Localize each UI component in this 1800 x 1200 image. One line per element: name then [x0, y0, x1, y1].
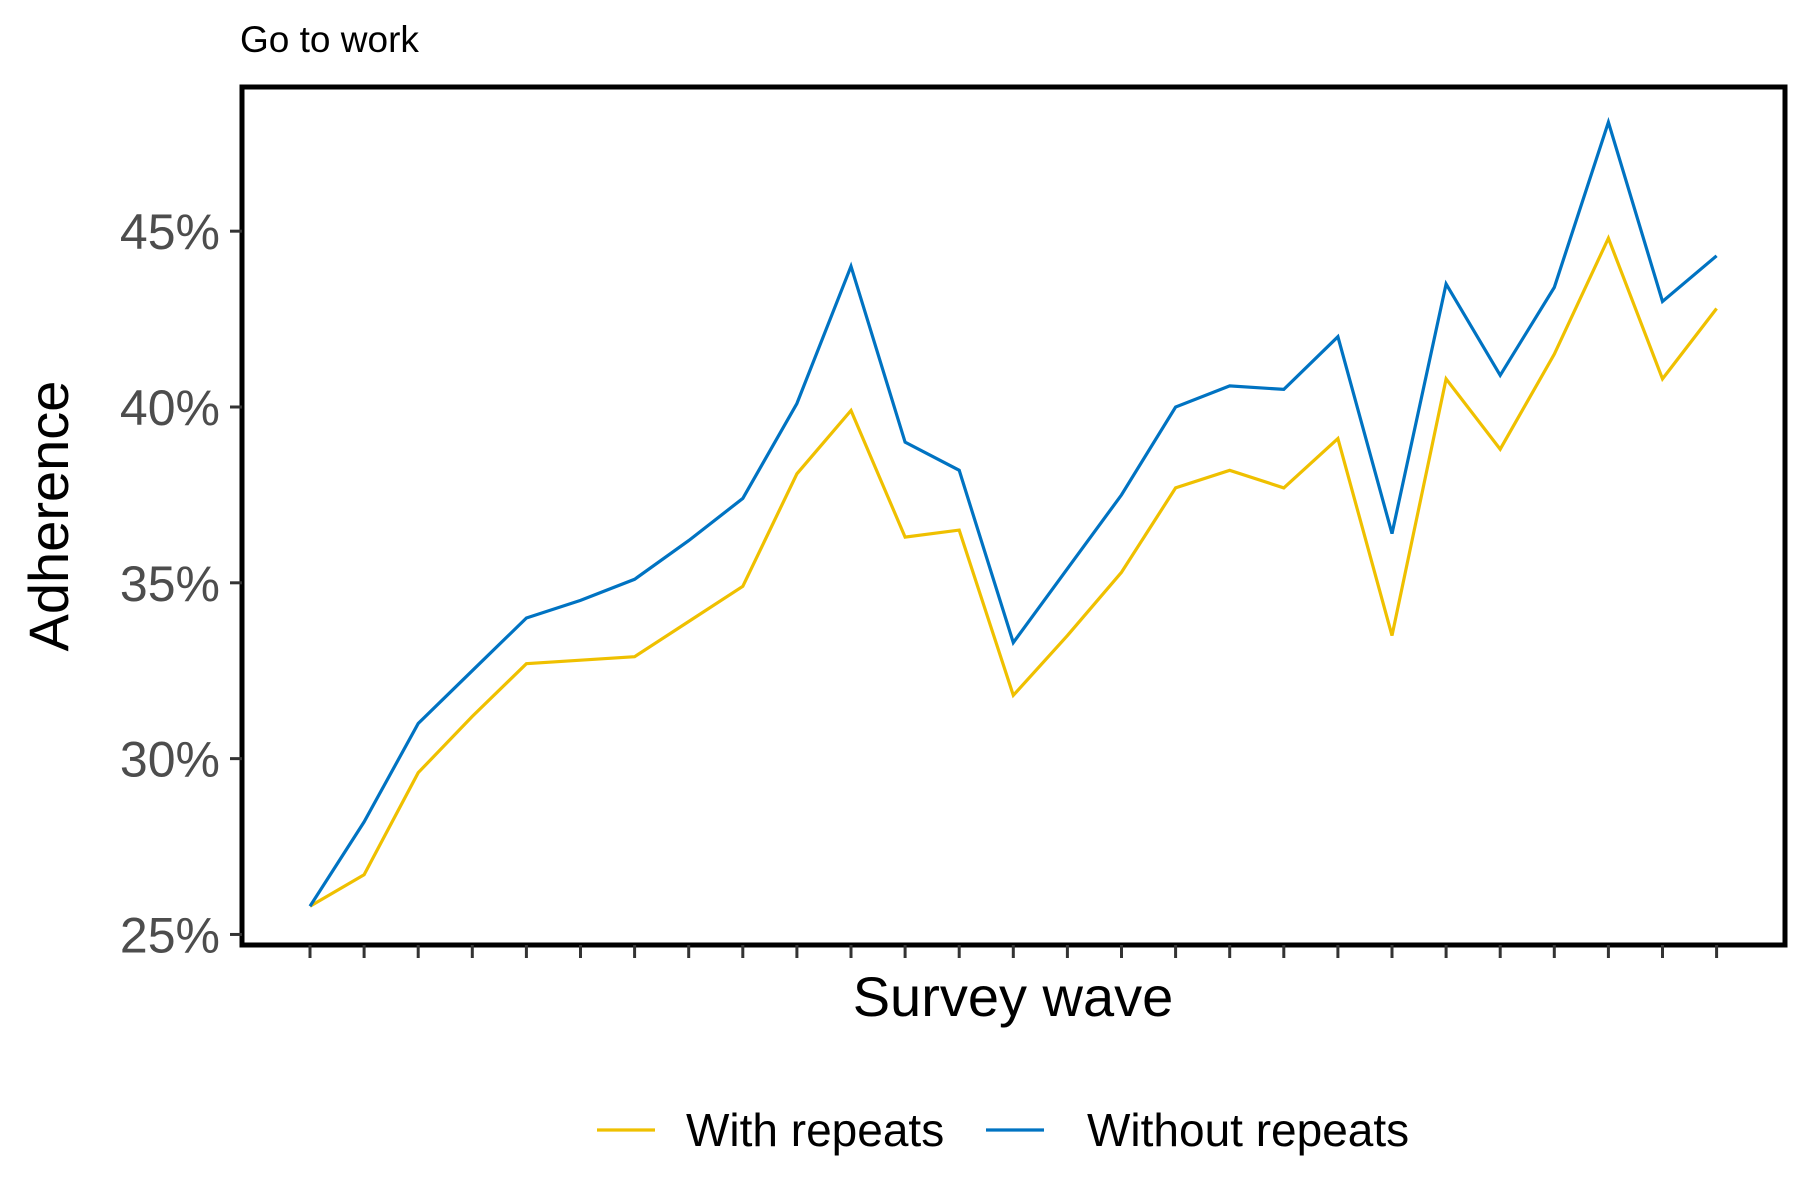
y-axis-title: Adherence: [17, 381, 80, 652]
y-tick-label: 35%: [120, 556, 220, 612]
x-axis: [308, 945, 1719, 958]
legend-label: Without repeats: [1087, 1104, 1409, 1156]
legend-item: With repeats: [597, 1104, 944, 1156]
legend-label: With repeats: [686, 1104, 944, 1156]
series-line-1: [308, 116, 1718, 908]
y-tick-label: 40%: [120, 380, 220, 436]
y-axis: 25% 30% 35% 40% 45%: [120, 204, 242, 963]
chart-subtitle: Go to work: [240, 19, 419, 60]
y-tick-label: 30%: [120, 732, 220, 788]
legend: With repeats Without repeats: [597, 1104, 1409, 1156]
series-line-0: [309, 234, 1718, 908]
y-tick-label: 25%: [120, 907, 220, 963]
series-lines: [308, 116, 1718, 908]
y-tick-label: 45%: [120, 204, 220, 260]
legend-item: Without repeats: [986, 1104, 1409, 1156]
x-axis-title: Survey wave: [853, 965, 1174, 1028]
plot-panel-border: [239, 84, 1788, 948]
